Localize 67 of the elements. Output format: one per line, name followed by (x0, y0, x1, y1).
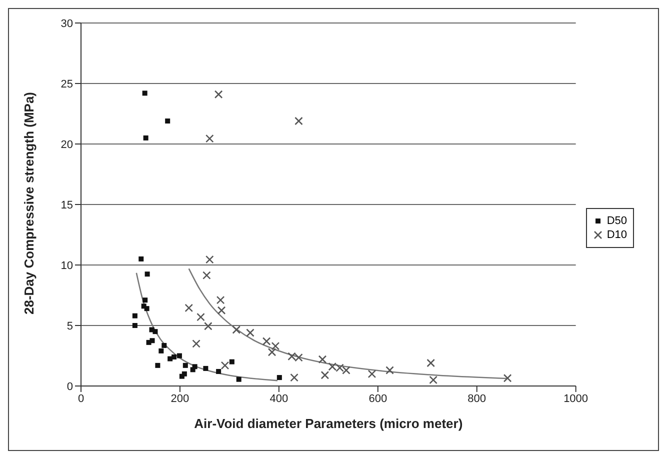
point (182, 362, 188, 368)
point (290, 373, 298, 382)
point (236, 376, 242, 382)
point (142, 90, 148, 96)
x-axis-title: Air-Void diameter Parameters (micro meter) (194, 416, 463, 431)
x-tick-label: 800 (468, 392, 486, 405)
point (262, 337, 271, 346)
point (220, 361, 230, 370)
point (192, 364, 198, 370)
y-tick-label: 25 (60, 78, 73, 90)
legend-label: D10 (606, 228, 627, 240)
y-tick-label: 20 (60, 138, 73, 151)
point (276, 375, 282, 380)
y-tick-label: 5 (66, 320, 73, 332)
line-series (188, 268, 508, 380)
y-tick-label: 30 (60, 18, 73, 30)
x-tick-label: 200 (170, 392, 190, 405)
point (204, 322, 212, 330)
x-tick-label: 400 (270, 392, 288, 405)
y-tick-label: 10 (60, 260, 73, 272)
point (206, 255, 214, 264)
point (182, 371, 187, 376)
point (216, 296, 225, 304)
point (202, 271, 211, 280)
x-tick-label: 0 (78, 392, 84, 405)
point (176, 353, 182, 358)
point (268, 348, 276, 356)
point (158, 348, 164, 354)
point (144, 272, 150, 277)
point (144, 306, 150, 312)
point (150, 338, 155, 344)
point (271, 342, 280, 350)
point (206, 134, 214, 143)
point (386, 366, 394, 374)
point (203, 366, 208, 371)
point (184, 304, 194, 312)
point (143, 135, 148, 140)
y-tick-label: 15 (60, 199, 73, 212)
point (246, 328, 254, 337)
point (214, 90, 223, 99)
point (503, 374, 512, 382)
point (165, 118, 170, 124)
point (192, 340, 200, 348)
point (318, 355, 327, 364)
point (216, 368, 222, 374)
y-axis-title: 28-Day Compressive strength (MPa) (22, 92, 37, 314)
x-tick-label: 600 (368, 392, 388, 405)
y-tick-label: 0 (66, 380, 73, 393)
point (217, 306, 226, 315)
legend-label: D50 (606, 214, 627, 226)
point (132, 313, 138, 318)
point (294, 116, 303, 126)
point (142, 298, 148, 303)
point (152, 329, 158, 334)
point (232, 326, 241, 334)
point (368, 370, 376, 378)
point (172, 354, 177, 360)
point (155, 362, 160, 368)
point (162, 342, 167, 348)
point (426, 358, 435, 368)
point (229, 359, 234, 364)
x-tick-label: 1000 (564, 392, 588, 405)
point (138, 256, 144, 262)
point (196, 312, 205, 322)
point (320, 370, 330, 380)
point (429, 376, 438, 384)
point (132, 323, 138, 328)
